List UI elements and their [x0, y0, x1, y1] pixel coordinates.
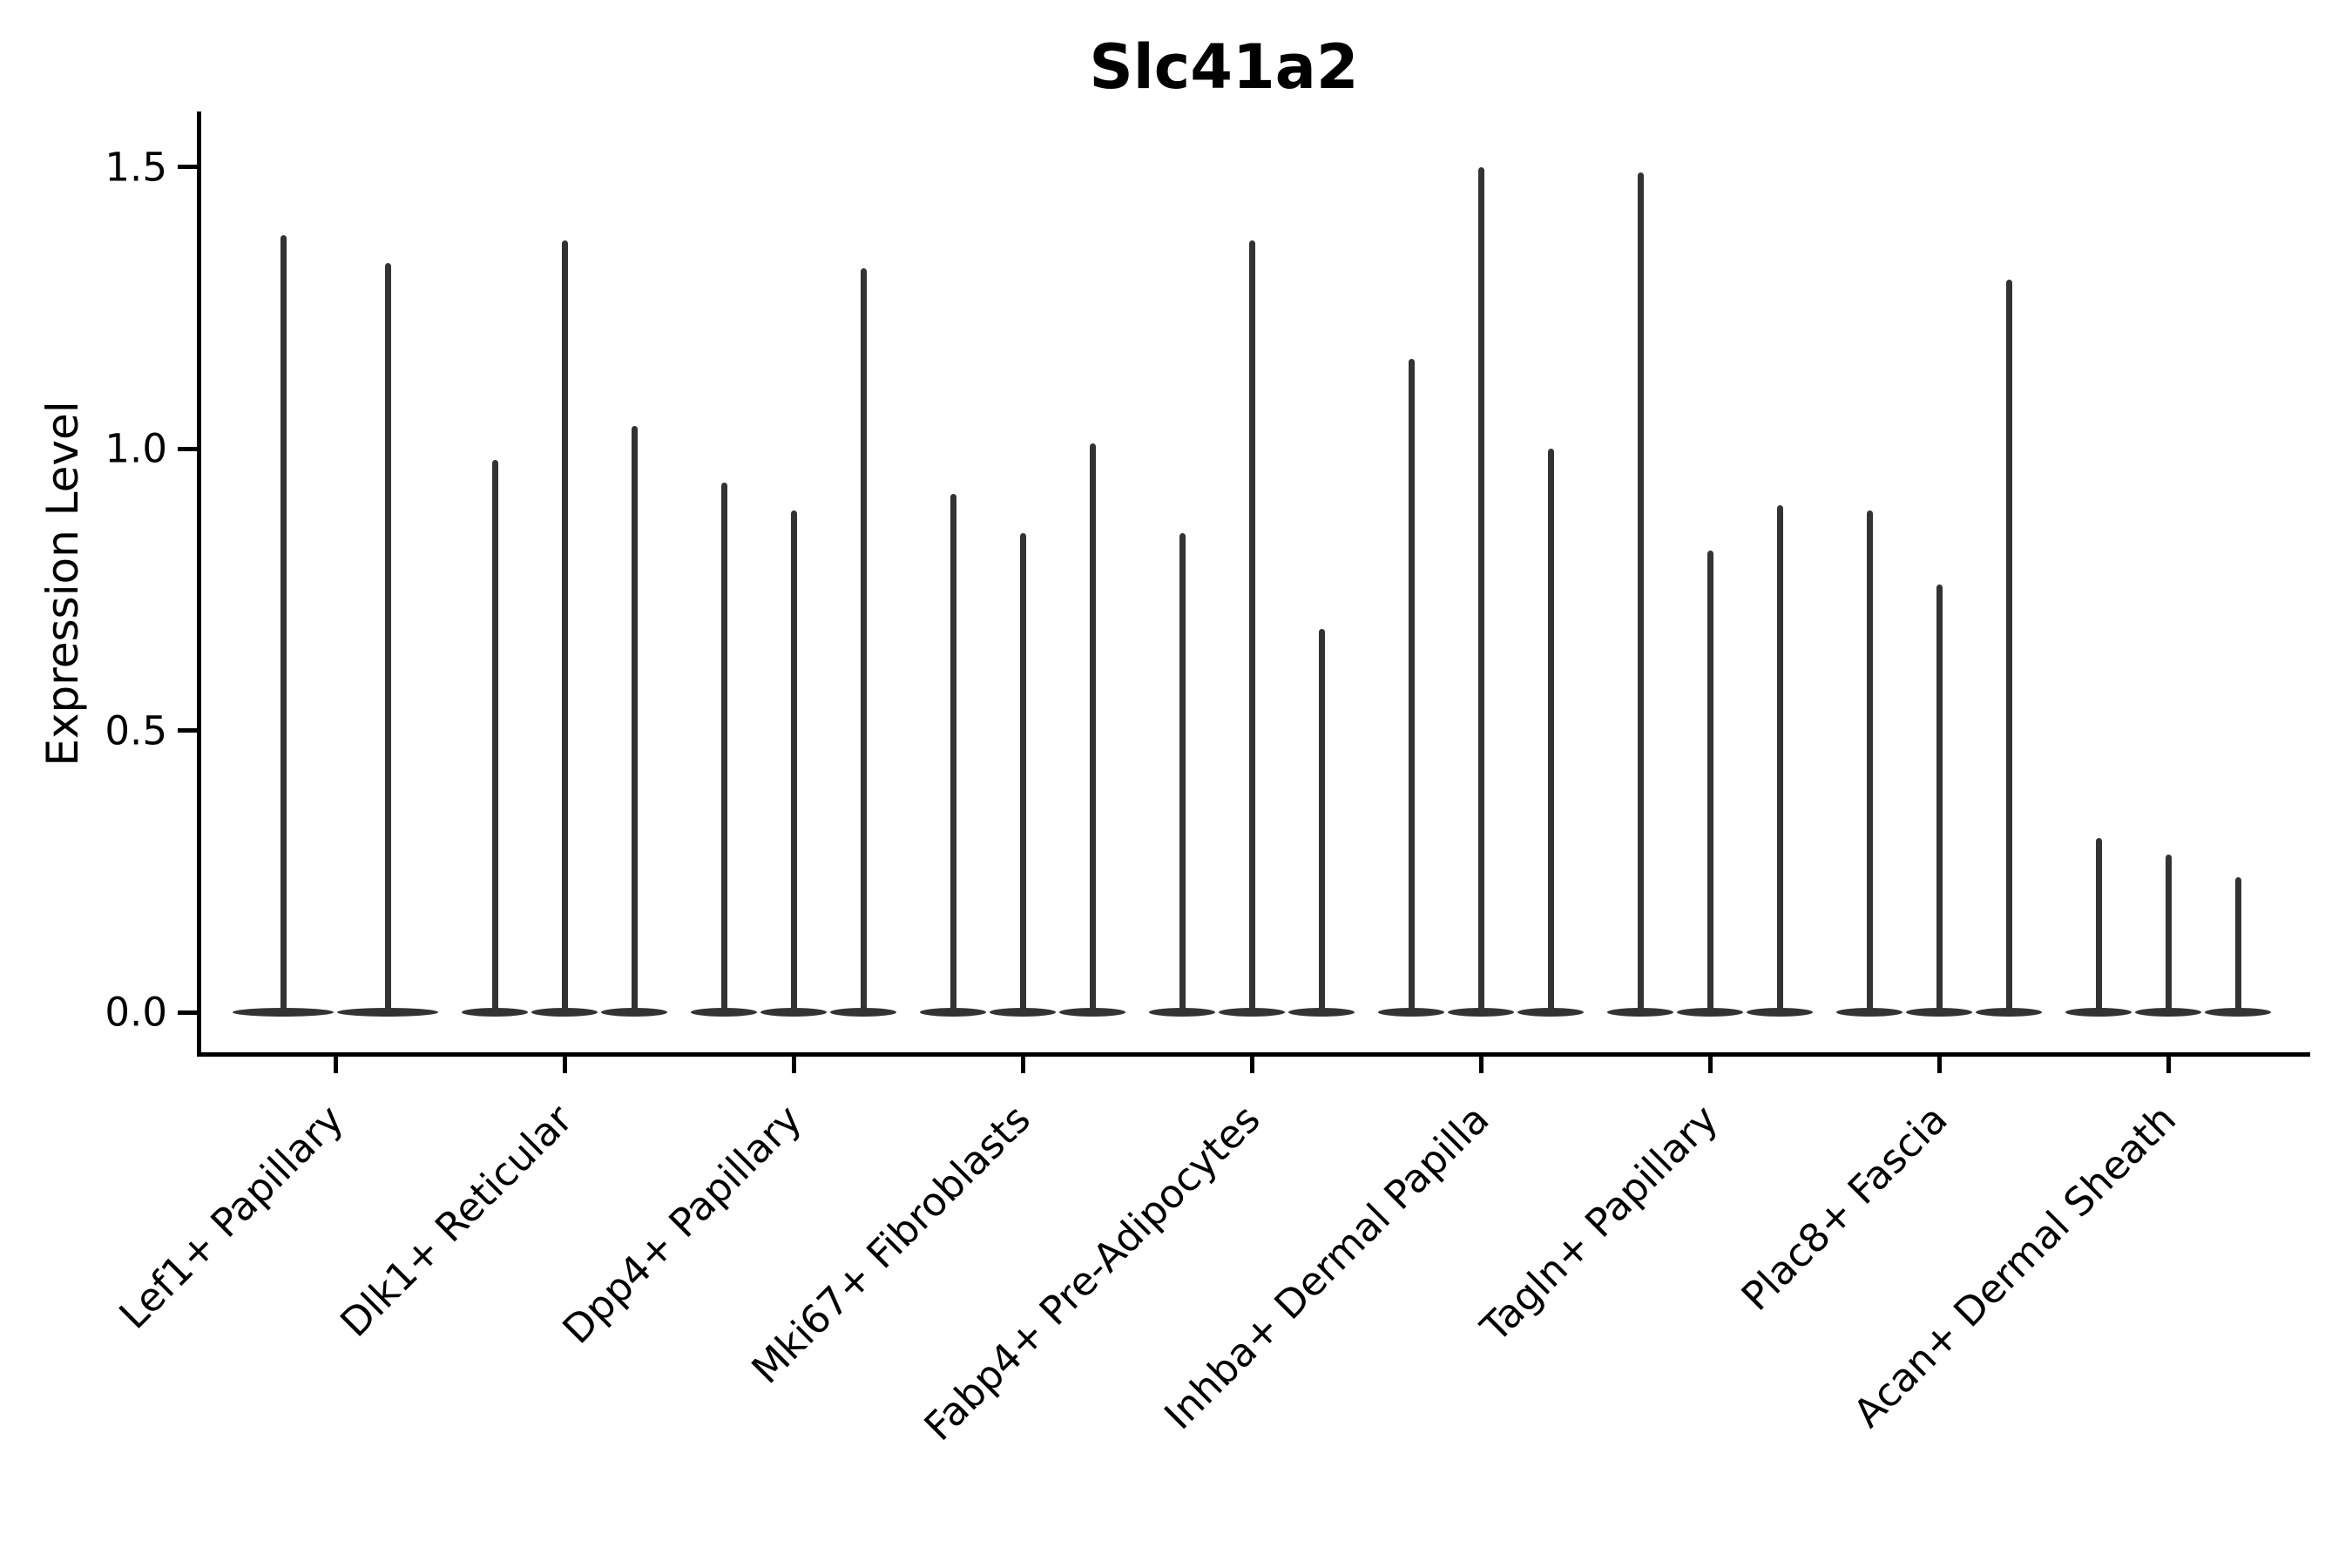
violin-base: [691, 1008, 757, 1017]
y-tick-label: 0.0: [105, 989, 167, 1036]
violin-base: [830, 1008, 896, 1017]
violin-base: [1149, 1008, 1215, 1017]
y-tick: [178, 446, 197, 451]
violin-stem: [1936, 584, 1943, 1012]
violin-stem: [1179, 533, 1186, 1012]
violin-base: [1976, 1008, 2042, 1017]
violin-base: [601, 1008, 667, 1017]
violin-stem: [1477, 166, 1484, 1012]
violin-stem: [280, 234, 287, 1012]
violin-base: [1607, 1008, 1673, 1017]
violin-base: [531, 1008, 598, 1017]
violin-base: [2135, 1008, 2201, 1017]
violin-stem: [1019, 533, 1026, 1012]
violin-base: [1219, 1008, 1285, 1017]
x-tick: [333, 1057, 338, 1073]
violin-base: [2065, 1008, 2132, 1017]
violin-base: [1906, 1008, 1972, 1017]
violin-base: [760, 1008, 827, 1017]
violin-base: [1378, 1008, 1444, 1017]
violin-base: [1288, 1008, 1355, 1017]
y-tick-label: 1.5: [105, 144, 167, 191]
violin-stem: [1637, 172, 1644, 1012]
x-tick: [1249, 1057, 1254, 1073]
violin-stem: [384, 262, 391, 1012]
plot-title: Slc41a2: [1089, 31, 1359, 103]
y-tick: [178, 165, 197, 170]
violin-stem: [1408, 358, 1415, 1012]
y-tick: [178, 1010, 197, 1015]
violin-base: [1836, 1008, 1903, 1017]
y-tick: [178, 728, 197, 733]
violin-stem: [2005, 280, 2012, 1012]
x-tick: [1707, 1057, 1713, 1073]
violin-stem: [1866, 510, 1873, 1012]
violin-stem: [950, 494, 956, 1012]
y-tick-label: 0.5: [105, 707, 167, 754]
violin-base: [337, 1008, 438, 1017]
x-tick: [1478, 1057, 1484, 1073]
violin-base: [920, 1008, 986, 1017]
x-tick: [1936, 1057, 1942, 1073]
y-axis-spine: [197, 112, 201, 1057]
violin-stem: [1776, 504, 1783, 1012]
violin-stem: [2234, 876, 2241, 1012]
violin-stem: [1707, 550, 1713, 1012]
violin-stem: [1248, 240, 1255, 1012]
y-tick-label: 1.0: [105, 425, 167, 472]
x-tick-label: Tagln+ Papillary: [1471, 1096, 1727, 1351]
violin-base: [1747, 1008, 1813, 1017]
x-tick-label: Lef1+ Papillary: [110, 1096, 353, 1338]
violin-base: [1517, 1008, 1584, 1017]
x-tick: [791, 1057, 796, 1073]
violin-stem: [860, 268, 867, 1012]
x-tick: [2166, 1057, 2171, 1073]
x-tick-label: Dpp4+ Papillary: [553, 1096, 811, 1353]
violin-stem: [631, 426, 638, 1012]
violin-stem: [2095, 837, 2102, 1012]
violin-base: [2205, 1008, 2271, 1017]
violin-stem: [1318, 629, 1325, 1012]
y-axis-label: Expression Level: [37, 401, 88, 767]
x-tick-label: Dlk1+ Reticular: [331, 1096, 582, 1346]
violin-base: [1448, 1008, 1514, 1017]
x-tick: [562, 1057, 567, 1073]
violin-stem: [2165, 854, 2172, 1012]
violin-stem: [720, 483, 727, 1012]
violin-stem: [1547, 449, 1554, 1012]
x-tick: [1020, 1057, 1025, 1073]
x-axis-spine: [197, 1052, 2310, 1057]
violin-base: [1677, 1008, 1743, 1017]
x-tick-label: Plac8+ Fascia: [1732, 1096, 1957, 1320]
violin-stem: [1089, 443, 1096, 1012]
violin-stem: [790, 510, 797, 1012]
violin-base: [1059, 1008, 1125, 1017]
violin-base: [462, 1008, 528, 1017]
violin-base: [990, 1008, 1056, 1017]
violin-base: [233, 1008, 334, 1017]
violin-stem: [561, 240, 568, 1012]
violin-stem: [491, 460, 498, 1012]
